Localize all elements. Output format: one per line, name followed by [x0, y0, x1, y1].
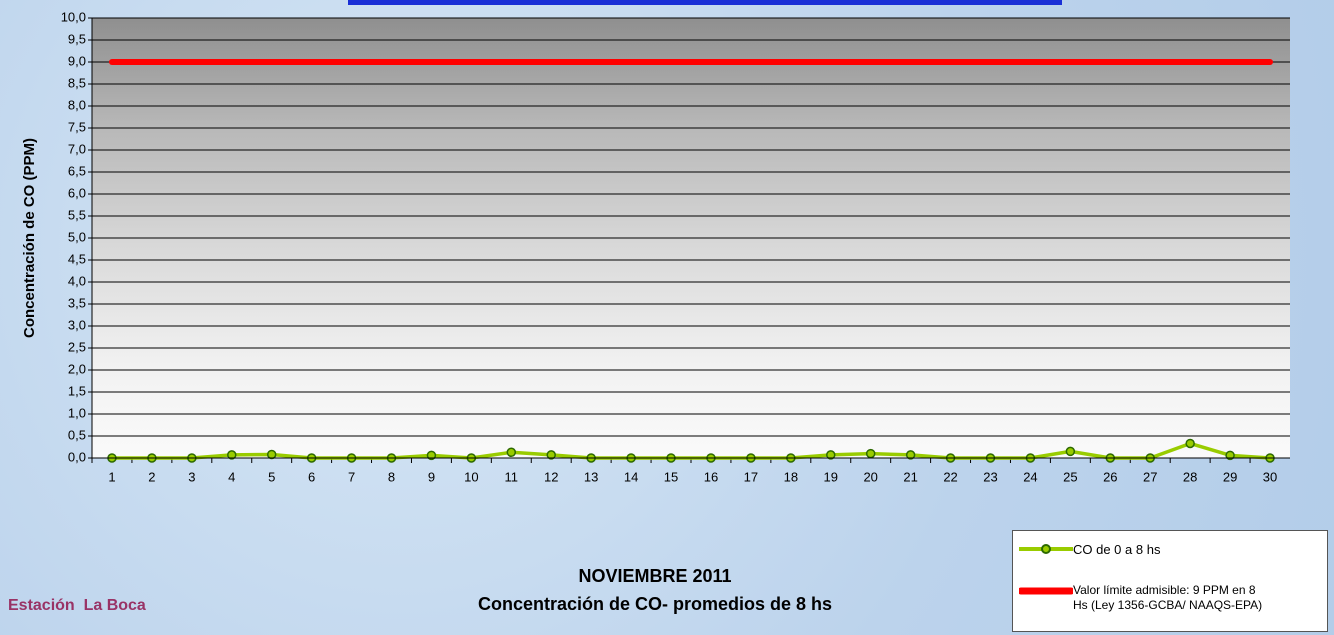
top-rule: [348, 0, 1062, 5]
legend-swatch: [1019, 583, 1073, 599]
data-point: [1186, 439, 1194, 447]
y-tick-label: 3,5: [68, 295, 86, 310]
chart-subtitle: Concentración de CO- promedios de 8 hs: [478, 594, 832, 614]
y-tick-label: 5,5: [68, 207, 86, 222]
y-tick-label: 2,5: [68, 339, 86, 354]
y-axis-label: Concentración de CO (PPM): [21, 138, 38, 338]
x-tick-label: 5: [268, 469, 275, 484]
y-tick-label: 8,5: [68, 75, 86, 90]
x-tick-label: 19: [824, 469, 838, 484]
y-tick-label: 1,5: [68, 383, 86, 398]
y-tick-label: 9,0: [68, 53, 86, 68]
x-tick-label: 3: [188, 469, 195, 484]
x-tick-label: 26: [1103, 469, 1117, 484]
x-tick-label: 15: [664, 469, 678, 484]
x-tick-label: 10: [464, 469, 478, 484]
x-tick-label: 2: [148, 469, 155, 484]
x-tick-label: 14: [624, 469, 638, 484]
y-tick-label: 5,0: [68, 229, 86, 244]
x-tick-label: 4: [228, 469, 235, 484]
x-tick-label: 6: [308, 469, 315, 484]
data-point: [867, 450, 875, 458]
x-tick-label: 17: [744, 469, 758, 484]
y-tick-label: 4,0: [68, 273, 86, 288]
x-tick-label: 16: [704, 469, 718, 484]
y-tick-label: 4,5: [68, 251, 86, 266]
y-tick-label: 1,0: [68, 405, 86, 420]
x-tick-label: 24: [1023, 469, 1037, 484]
legend-label: CO de 0 a 8 hs: [1073, 542, 1160, 557]
chart-title: NOVIEMBRE 2011: [578, 566, 731, 586]
legend-label: Valor límite admisible: 9 PPM en 8 Hs (L…: [1073, 583, 1263, 613]
y-tick-label: 9,5: [68, 31, 86, 46]
y-tick-label: 7,5: [68, 119, 86, 134]
x-tick-label: 21: [903, 469, 917, 484]
x-tick-label: 8: [388, 469, 395, 484]
x-tick-label: 30: [1263, 469, 1277, 484]
x-tick-label: 25: [1063, 469, 1077, 484]
legend-item: CO de 0 a 8 hs: [1019, 541, 1160, 557]
x-tick-label: 28: [1183, 469, 1197, 484]
x-tick-label: 11: [505, 469, 519, 484]
x-tick-label: 27: [1143, 469, 1157, 484]
x-tick-label: 22: [943, 469, 957, 484]
legend-swatch: [1019, 541, 1073, 557]
x-tick-label: 12: [544, 469, 558, 484]
y-tick-label: 3,0: [68, 317, 86, 332]
y-tick-label: 0,5: [68, 427, 86, 442]
x-tick-label: 7: [348, 469, 355, 484]
y-tick-label: 6,0: [68, 185, 86, 200]
x-tick-label: 1: [108, 469, 115, 484]
data-point: [1066, 447, 1074, 455]
y-tick-label: 10,0: [61, 9, 86, 24]
data-point: [268, 450, 276, 458]
legend: CO de 0 a 8 hs Valor límite admisible: 9…: [1012, 530, 1328, 632]
x-tick-label: 23: [983, 469, 997, 484]
y-tick-label: 8,0: [68, 97, 86, 112]
y-tick-label: 0,0: [68, 449, 86, 464]
y-tick-label: 6,5: [68, 163, 86, 178]
data-point: [507, 448, 515, 456]
legend-item: Valor límite admisible: 9 PPM en 8 Hs (L…: [1019, 583, 1263, 613]
x-tick-label: 13: [584, 469, 598, 484]
y-tick-label: 7,0: [68, 141, 86, 156]
x-tick-label: 9: [428, 469, 435, 484]
x-tick-label: 18: [784, 469, 798, 484]
x-tick-label: 20: [863, 469, 877, 484]
station-label: Estación La Boca: [8, 597, 146, 614]
x-tick-label: 29: [1223, 469, 1237, 484]
page: {"chart_data": {"type": "line", "title":…: [0, 0, 1334, 635]
y-tick-label: 2,0: [68, 361, 86, 376]
